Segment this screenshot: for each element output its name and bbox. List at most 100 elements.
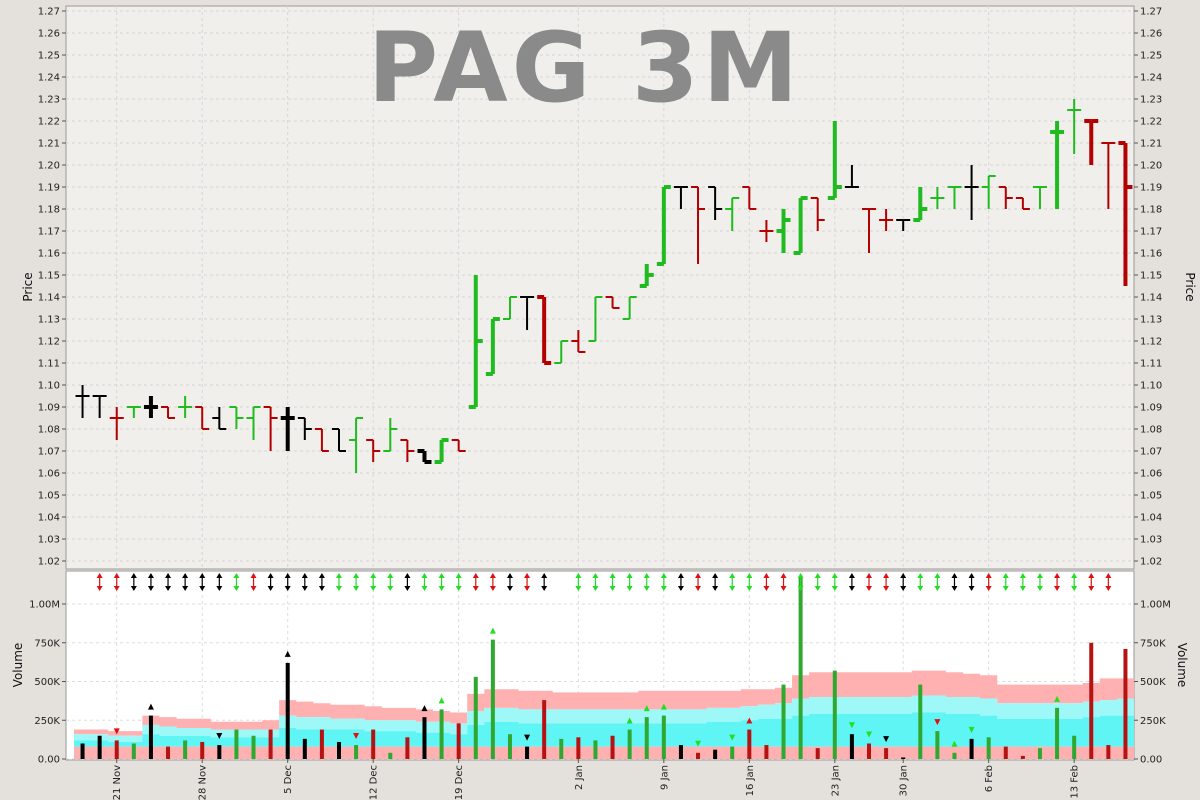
price-tick-label: 1.18: [38, 205, 60, 216]
volume-bar: [935, 731, 940, 759]
volume-bar: [1020, 755, 1025, 759]
volume-signal-mark: [113, 728, 120, 735]
signal-arrow-down: [729, 586, 736, 591]
signal-arrow-down: [370, 586, 377, 591]
volume-band-upper: [74, 670, 1134, 736]
date-tick-label: 23 Jan: [830, 765, 841, 796]
volume-tick-label: 500K: [34, 677, 60, 688]
signal-arrow-down: [250, 586, 257, 591]
volume-tick-label: 250K: [1140, 716, 1166, 727]
signal-arrow-up: [233, 573, 240, 578]
volume-signal-mark: [883, 736, 890, 743]
signal-arrow-down: [336, 586, 342, 591]
price-tick-label: 1.11: [38, 359, 60, 370]
signal-arrow-down: [1088, 586, 1095, 591]
volume-bar: [456, 723, 461, 759]
signal-arrow-down: [934, 586, 941, 591]
price-tick-label: 1.11: [1140, 359, 1162, 370]
price-tick-label: 1.15: [1140, 271, 1162, 282]
volume-signal-mark: [147, 703, 154, 710]
volume-band-core: [74, 712, 1134, 747]
volume-bar: [200, 741, 205, 759]
signal-arrow-down: [130, 586, 137, 591]
volume-bar: [764, 745, 769, 759]
price-tick-label: 1.08: [1140, 425, 1162, 436]
price-tick-label: 1.16: [38, 249, 60, 260]
signal-arrow-up: [182, 573, 189, 578]
signal-arrow-up: [318, 573, 325, 578]
price-tick-label: 1.02: [1140, 557, 1162, 568]
signal-arrow-up: [575, 573, 582, 578]
price-tick-label: 1.04: [38, 513, 60, 524]
volume-band-mid: [74, 695, 1134, 742]
signal-arrow-up: [455, 573, 462, 578]
signal-arrow-down: [780, 586, 787, 591]
price-tick-label: 1.21: [1140, 139, 1162, 150]
signal-arrow-up: [763, 573, 770, 578]
volume-signal-mark: [934, 719, 941, 726]
price-tick-label: 1.23: [38, 95, 60, 106]
date-tick-label: 2 Jan: [574, 765, 585, 790]
price-tick-label: 1.20: [1140, 161, 1162, 172]
signal-arrow-down: [318, 586, 325, 591]
signal-row: [96, 573, 1112, 591]
signal-arrow-up: [968, 573, 975, 578]
date-tick-label: 6 Feb: [984, 765, 995, 792]
volume-tick-label: 1.00M: [29, 600, 60, 611]
signal-arrow-up: [814, 573, 821, 578]
signal-arrow-down: [695, 586, 702, 591]
signal-arrow-up: [712, 573, 719, 578]
price-tick-label: 1.06: [1140, 469, 1162, 480]
signal-arrow-up: [387, 573, 394, 578]
price-tick-label: 1.05: [1140, 491, 1162, 502]
price-tick-label: 1.16: [1140, 249, 1162, 260]
volume-signal-mark: [951, 740, 958, 747]
volume-axis-title-left: Volume: [11, 643, 25, 688]
signal-arrow-up: [370, 573, 377, 578]
volume-signal-mark: [848, 722, 855, 729]
signal-arrow-up: [250, 573, 257, 578]
signal-arrow-down: [746, 586, 753, 591]
volume-bar: [97, 735, 102, 759]
signal-arrow-up: [831, 573, 838, 578]
price-panel: [65, 5, 1135, 570]
volume-bar: [952, 752, 957, 759]
volume-tick-label: 1.00M: [1140, 600, 1171, 611]
price-tick-label: 1.03: [38, 535, 60, 546]
signal-arrow-down: [660, 586, 667, 591]
volume-signal-mark: [524, 734, 531, 741]
volume-bar: [576, 737, 581, 759]
signal-arrow-down: [763, 586, 770, 591]
signal-arrow-down: [387, 586, 394, 591]
price-tick-label: 1.24: [1140, 73, 1162, 84]
price-grid: [66, 6, 1134, 569]
price-tick-label: 1.20: [38, 161, 60, 172]
volume-bar: [542, 700, 547, 759]
volume-bar: [525, 746, 530, 759]
volume-bar: [1037, 748, 1042, 759]
volume-tick-label: 0.00: [1140, 755, 1162, 766]
volume-bar: [747, 729, 752, 759]
price-tick-label: 1.03: [1140, 535, 1162, 546]
volume-tick-label: 250K: [34, 716, 60, 727]
volume-signal-mark: [421, 705, 428, 712]
volume-signal-mark: [284, 650, 291, 657]
volume-axis: 0.00 0.00 250K 250K 500K 500K 750K 750K 1.00M 1.0…: [29, 600, 1171, 766]
signal-arrow-down: [712, 586, 719, 591]
volume-bar: [593, 740, 598, 759]
signal-arrow-up: [626, 573, 633, 578]
signal-arrow-up: [1002, 573, 1009, 578]
volume-bar: [405, 737, 410, 759]
volume-bar: [661, 715, 666, 759]
signal-arrow-down: [182, 586, 189, 591]
date-tick-label: 9 Jan: [659, 765, 670, 790]
signal-arrow-down: [524, 586, 531, 591]
signal-arrow-up: [438, 573, 445, 578]
volume-bar: [439, 709, 444, 759]
signal-arrow-up: [165, 573, 172, 578]
price-tick-label: 1.17: [38, 227, 60, 238]
signal-arrow-up: [780, 573, 787, 578]
price-tick-label: 1.02: [38, 557, 60, 568]
signal-arrow-up: [96, 573, 103, 578]
signal-arrow-down: [301, 586, 308, 591]
